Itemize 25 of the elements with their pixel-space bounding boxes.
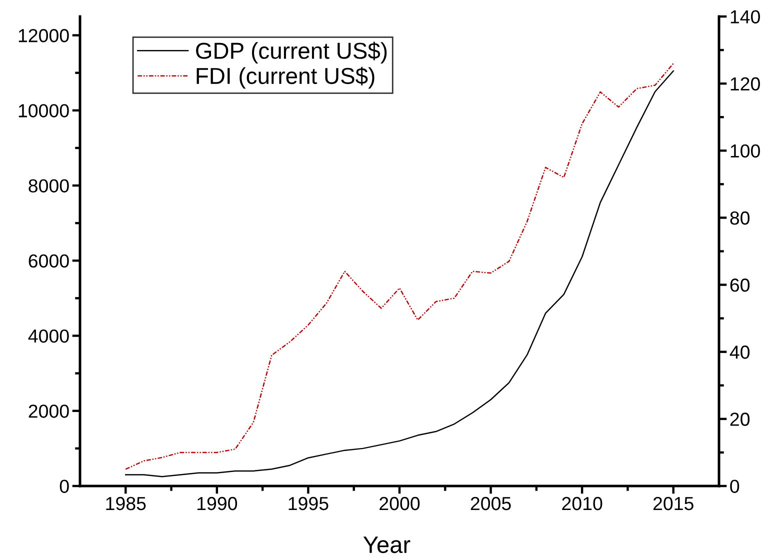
x-tick-label: 2000 — [380, 496, 420, 510]
y2-tick-label: 60 — [730, 278, 750, 292]
y-tick-label: 6000 — [28, 254, 69, 268]
x-axis-title: Year — [363, 536, 410, 554]
y2-tick-label: 20 — [730, 412, 750, 426]
x-tick-label: 2005 — [470, 496, 511, 510]
x-tick-label: 1995 — [288, 496, 328, 510]
y2-tick-label: 100 — [730, 144, 760, 158]
y2-tick-label: 120 — [730, 77, 760, 91]
x-tick-label: 2015 — [653, 496, 694, 510]
y2-tick-label: 40 — [730, 346, 750, 359]
y2-tick-label: 140 — [730, 10, 760, 24]
x-tick-label: 1990 — [198, 496, 238, 510]
y-tick-label: 10000 — [18, 104, 69, 118]
y-tick-label: 0 — [60, 480, 69, 493]
y-tick-label: 8000 — [28, 179, 69, 192]
y-tick-label: 4000 — [28, 329, 69, 343]
y-tick-label: 2000 — [28, 404, 69, 418]
x-tick-label: 1985 — [106, 496, 146, 510]
y-tick-label: 12000 — [18, 28, 69, 42]
legend-label: FDI (current US$) — [196, 66, 374, 89]
legend-label: GDP (current US$) — [196, 42, 387, 64]
x-tick-label: 2010 — [562, 496, 602, 510]
y2-tick-label: 80 — [730, 211, 750, 225]
y2-tick-label: 0 — [730, 480, 740, 493]
